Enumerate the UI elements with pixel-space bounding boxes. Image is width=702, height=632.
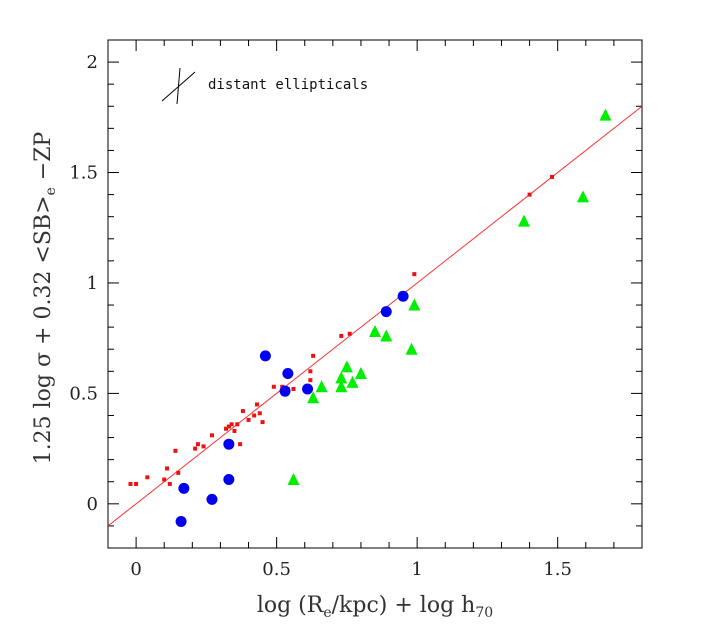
y-axis-title-sub-e: e — [43, 187, 59, 195]
x-axis-title-sub-e: e — [323, 605, 331, 621]
square-point — [232, 428, 237, 433]
square-point — [339, 333, 344, 338]
y-axis-title: 1.25 log σ + 0.32 <SB>e −ZP — [31, 131, 59, 464]
annotation-label: distant ellipticals — [208, 77, 368, 93]
triangle-point — [354, 367, 367, 380]
square-point — [128, 481, 133, 486]
triangle-point — [335, 380, 348, 393]
y-tick-label: 0 — [87, 494, 98, 515]
data-points — [128, 108, 612, 527]
square-point — [308, 369, 313, 374]
triangle-point — [369, 325, 381, 338]
square-point — [195, 442, 200, 447]
square-point — [209, 433, 214, 438]
square-point — [254, 402, 259, 407]
circle-point — [223, 438, 235, 450]
triangle-point — [380, 329, 393, 342]
triangle-point — [287, 473, 300, 486]
x-tick-label: 1.5 — [543, 559, 572, 580]
circle-point — [223, 474, 235, 486]
square-point — [257, 411, 262, 416]
square-point — [240, 409, 245, 414]
distant-ellipticals-marker — [161, 67, 196, 105]
triangle-point — [335, 371, 348, 384]
x-axis-title: log (Re/kpc) + log h70 — [257, 593, 493, 621]
triangle-point — [408, 298, 421, 311]
square-point — [224, 426, 229, 431]
square-point — [311, 353, 316, 358]
square-point — [162, 477, 167, 482]
x-axis-title-main: log (R — [257, 593, 325, 618]
square-point — [246, 417, 251, 422]
square-point — [412, 272, 417, 277]
y-axis-title-main: 1.25 log σ + 0.32 <SB> — [31, 195, 56, 464]
square-point — [271, 384, 276, 389]
circle-point — [397, 290, 409, 302]
fit-line — [108, 105, 642, 527]
square-point — [252, 413, 257, 418]
square-point — [550, 174, 555, 179]
circle-point — [206, 493, 218, 505]
square-point — [238, 442, 243, 447]
square-point — [527, 192, 532, 197]
triangle-point — [576, 190, 589, 203]
square-point — [291, 386, 296, 391]
x-tick-label: 0.5 — [262, 559, 291, 580]
square-point — [165, 466, 170, 471]
triangle-point — [517, 214, 530, 227]
triangle-point — [340, 360, 353, 373]
square-point — [201, 444, 206, 449]
triangle-point — [346, 375, 359, 388]
square-point — [167, 481, 172, 486]
circle-point — [282, 368, 294, 380]
circle-point — [380, 306, 392, 318]
y-tick-label: 0.5 — [69, 383, 98, 404]
circle-point — [279, 385, 291, 397]
square-point — [347, 331, 352, 336]
x-axis-title-sub-70: 70 — [475, 605, 493, 621]
circle-point — [175, 515, 187, 527]
square-point — [193, 446, 198, 451]
x-axis-title-mid: /kpc) + log h — [332, 593, 476, 618]
axis-tick-labels: 0 0.5 1 1.5 0 0.5 1 1.5 2 — [69, 52, 572, 580]
square-point — [145, 475, 150, 480]
y-tick-label: 2 — [87, 52, 98, 73]
circle-point — [178, 482, 190, 494]
circle-point — [302, 383, 314, 395]
square-point — [308, 378, 313, 383]
square-point — [235, 422, 240, 427]
triangle-point — [599, 108, 612, 121]
square-point — [226, 424, 231, 429]
y-tick-label: 1 — [87, 273, 98, 294]
square-point — [173, 448, 178, 453]
square-point — [229, 422, 234, 427]
x-tick-label: 1 — [411, 559, 422, 580]
axis-ticks — [107, 39, 643, 549]
x-tick-label: 0 — [130, 559, 141, 580]
square-point — [134, 481, 139, 486]
square-point — [260, 420, 265, 425]
triangle-point — [315, 380, 328, 393]
plot-frame — [107, 39, 643, 549]
y-axis-title-tail: −ZP — [31, 131, 56, 187]
square-point — [176, 470, 181, 475]
triangle-point — [405, 342, 418, 355]
circle-point — [259, 350, 271, 362]
triangle-point — [307, 391, 320, 404]
y-tick-label: 1.5 — [69, 163, 98, 184]
